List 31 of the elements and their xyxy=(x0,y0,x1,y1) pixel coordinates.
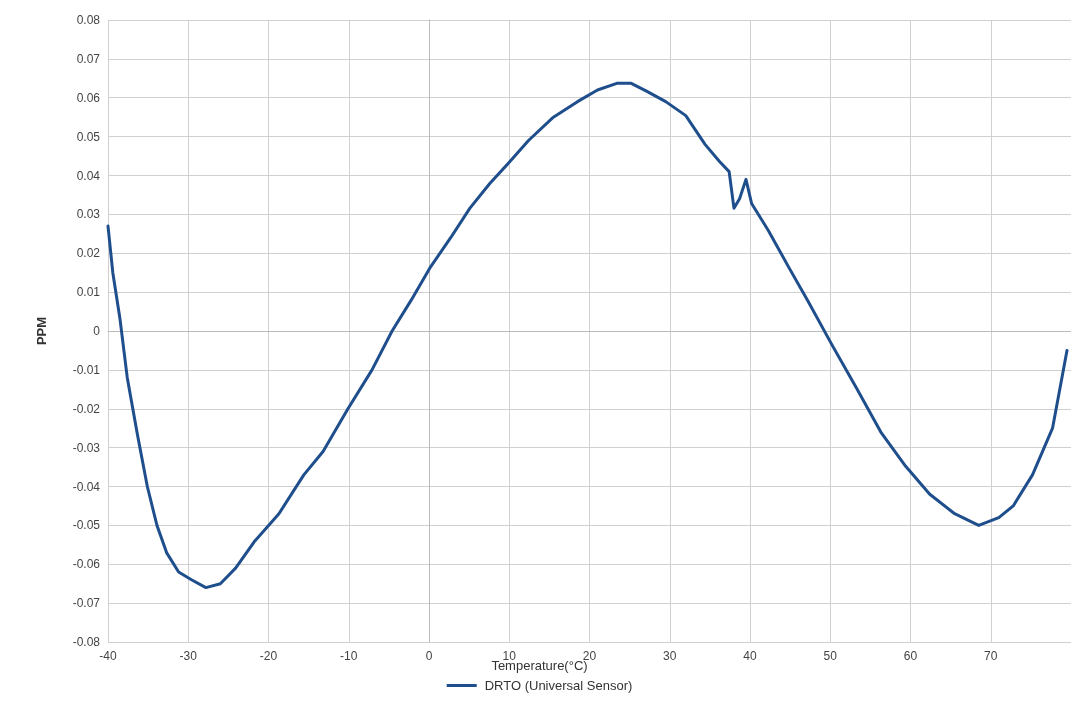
y-tick-label: -0.05 xyxy=(72,518,101,533)
x-tick-label: 50 xyxy=(823,649,838,663)
y-tick-label: 0.04 xyxy=(76,168,101,183)
y-tick-label: 0.06 xyxy=(76,90,101,105)
x-tick-label: -30 xyxy=(179,649,198,663)
y-tick-label: -0.03 xyxy=(72,440,101,455)
y-tick-label: -0.06 xyxy=(72,557,101,572)
x-tick-label: 30 xyxy=(663,649,677,663)
x-tick-label: 10 xyxy=(502,649,517,663)
y-tick-label: -0.01 xyxy=(72,362,101,377)
y-tick-label: -0.02 xyxy=(72,401,101,416)
y-tick-label: -0.08 xyxy=(72,635,101,649)
y-tick-label: 0.01 xyxy=(76,285,101,300)
x-tick-label: 0 xyxy=(425,649,433,663)
x-tick-label: 70 xyxy=(984,649,998,663)
y-tick-label: 0.08 xyxy=(76,13,101,27)
y-tick-label: 0.07 xyxy=(76,51,101,66)
x-tick-label: -10 xyxy=(340,649,358,663)
x-tick-label: -20 xyxy=(259,649,278,663)
y-tick-label: 0.02 xyxy=(76,246,101,261)
x-tick-label: 40 xyxy=(743,649,757,663)
x-tick-label: 60 xyxy=(903,649,918,663)
y-tick-label: -0.04 xyxy=(72,479,101,494)
y-tick-label: 0.03 xyxy=(76,207,101,222)
y-tick-label: 0 xyxy=(93,324,101,338)
y-tick-label: -0.07 xyxy=(72,596,101,611)
y-axis-title: PPM xyxy=(34,316,49,346)
x-tick-label: -40 xyxy=(99,649,117,663)
line-series xyxy=(106,81,1069,590)
y-tick-label: 0.05 xyxy=(76,129,101,144)
legend-label: DRTO (Universal Sensor) xyxy=(484,678,633,693)
